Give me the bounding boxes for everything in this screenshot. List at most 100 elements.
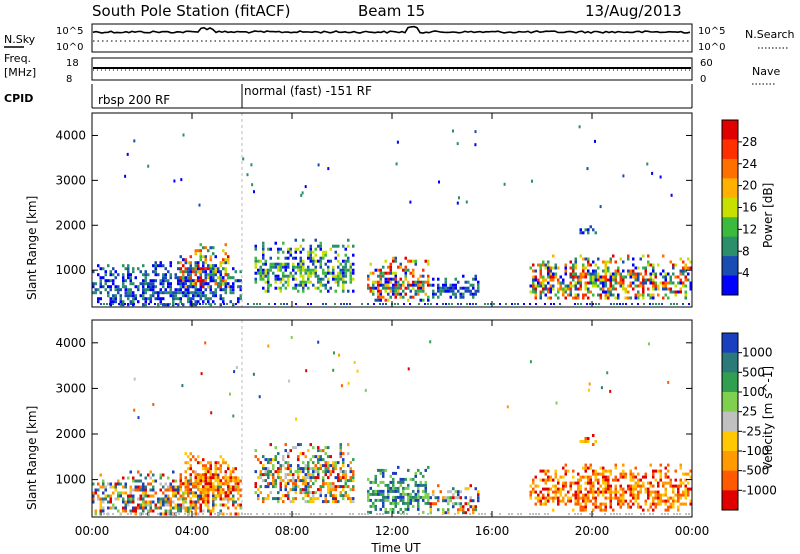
range-gate-cell xyxy=(682,303,684,305)
range-gate-cell xyxy=(474,274,477,278)
range-gate-cell xyxy=(399,483,402,487)
range-gate-cell xyxy=(382,271,385,275)
range-gate-cell xyxy=(339,277,342,281)
range-gate-cell xyxy=(109,285,112,289)
range-gate-cell xyxy=(529,496,532,500)
range-gate-cell xyxy=(92,282,95,286)
range-gate-cell xyxy=(267,482,270,486)
range-gate-cell xyxy=(649,505,652,509)
range-gate-cell xyxy=(254,259,257,263)
range-gate-cell xyxy=(454,292,457,296)
range-gate-cell xyxy=(129,494,132,498)
range-gate-cell xyxy=(212,246,215,250)
range-gate-cell xyxy=(204,494,207,498)
range-gate-cell xyxy=(129,500,132,504)
range-gate-cell xyxy=(462,505,465,509)
range-gate-cell xyxy=(287,247,290,251)
range-gate-cell xyxy=(554,490,557,494)
range-gate-cell xyxy=(162,297,165,301)
range-gate-cell xyxy=(614,475,617,479)
range-gate-cell xyxy=(579,281,582,285)
range-gate-cell xyxy=(610,513,612,515)
range-gate-cell xyxy=(599,490,602,494)
range-gate-cell xyxy=(134,485,137,489)
range-gate-cell xyxy=(299,470,302,474)
range-gate-cell xyxy=(452,505,455,509)
range-gate-cell xyxy=(144,503,147,507)
range-gate-cell xyxy=(297,464,300,468)
range-gate-cell xyxy=(212,252,215,256)
range-gate-cell xyxy=(194,512,197,516)
range-gate-cell xyxy=(179,261,182,265)
range-gate-cell xyxy=(232,476,235,480)
range-gate-cell xyxy=(232,500,235,504)
range-gate-cell xyxy=(682,284,685,288)
range-gate-cell xyxy=(662,481,665,485)
range-gate-cell xyxy=(139,479,142,483)
range-gate-cell xyxy=(457,508,460,512)
range-gate-cell xyxy=(114,488,117,492)
range-gate-cell xyxy=(564,287,567,291)
range-gate-cell xyxy=(97,300,100,304)
range-gate-cell xyxy=(114,285,117,289)
range-gate-cell xyxy=(439,289,442,293)
range-gate-cell xyxy=(299,283,302,287)
range-gate-cell xyxy=(302,286,305,290)
range-gate-cell xyxy=(539,269,542,273)
range-gate-cell xyxy=(539,263,542,267)
range-gate-cell xyxy=(352,271,355,275)
range-gate-cell xyxy=(304,283,307,287)
range-gate-cell xyxy=(277,265,280,269)
range-gate-cell xyxy=(222,288,225,292)
range-gate-cell xyxy=(358,513,360,515)
colorbar-tick-label: 100 xyxy=(742,385,765,399)
range-gate-cell xyxy=(217,482,220,486)
range-gate-cell xyxy=(122,500,125,504)
range-gate-cell xyxy=(254,265,257,269)
range-gate-cell xyxy=(227,464,230,468)
range-gate-cell xyxy=(412,495,415,499)
range-gate-cell xyxy=(627,272,630,276)
range-gate-cell xyxy=(419,471,422,475)
range-gate-cell xyxy=(682,502,685,506)
range-gate-cell xyxy=(657,484,660,488)
range-gate-cell xyxy=(622,275,625,279)
range-gate-cell xyxy=(614,487,617,491)
range-gate-cell xyxy=(394,289,397,293)
range-gate-cell xyxy=(331,513,333,515)
range-gate-cell xyxy=(679,269,682,273)
range-gate-cell xyxy=(562,293,565,297)
range-gate-cell xyxy=(417,483,420,487)
range-gate-cell xyxy=(684,478,687,482)
range-gate-cell xyxy=(307,482,310,486)
range-gate-cell xyxy=(224,476,227,480)
range-gate-cell xyxy=(624,472,627,476)
range-gate-cell xyxy=(392,292,395,296)
range-gate-cell xyxy=(339,449,342,453)
range-gate-cell xyxy=(284,443,287,447)
range-gate-cell xyxy=(412,274,415,278)
range-gate-cell xyxy=(292,488,295,492)
range-gate-cell xyxy=(117,482,120,486)
range-gate-cell xyxy=(187,279,190,283)
range-gate-cell xyxy=(379,468,382,472)
range-gate-cell xyxy=(122,485,125,489)
range-gate-cell xyxy=(409,271,412,275)
range-gate-cell xyxy=(584,440,587,443)
range-gate-cell xyxy=(347,443,350,447)
range-gate-cell xyxy=(602,475,605,479)
range-gate-cell xyxy=(147,273,150,277)
range-gate-cell xyxy=(102,267,105,271)
range-gate-cell xyxy=(274,479,277,483)
range-gate-cell xyxy=(283,513,285,515)
range-gate-cell xyxy=(574,281,577,285)
range-gate-cell xyxy=(179,485,182,489)
range-gate-cell xyxy=(532,281,535,285)
range-gate-cell xyxy=(259,271,262,275)
range-gate-cell xyxy=(532,490,535,494)
range-gate-cell xyxy=(139,485,142,489)
range-gate-cell xyxy=(334,277,337,281)
range-gate-cell xyxy=(379,298,382,302)
range-gate-cell xyxy=(394,486,397,490)
range-gate-cell xyxy=(394,283,397,287)
